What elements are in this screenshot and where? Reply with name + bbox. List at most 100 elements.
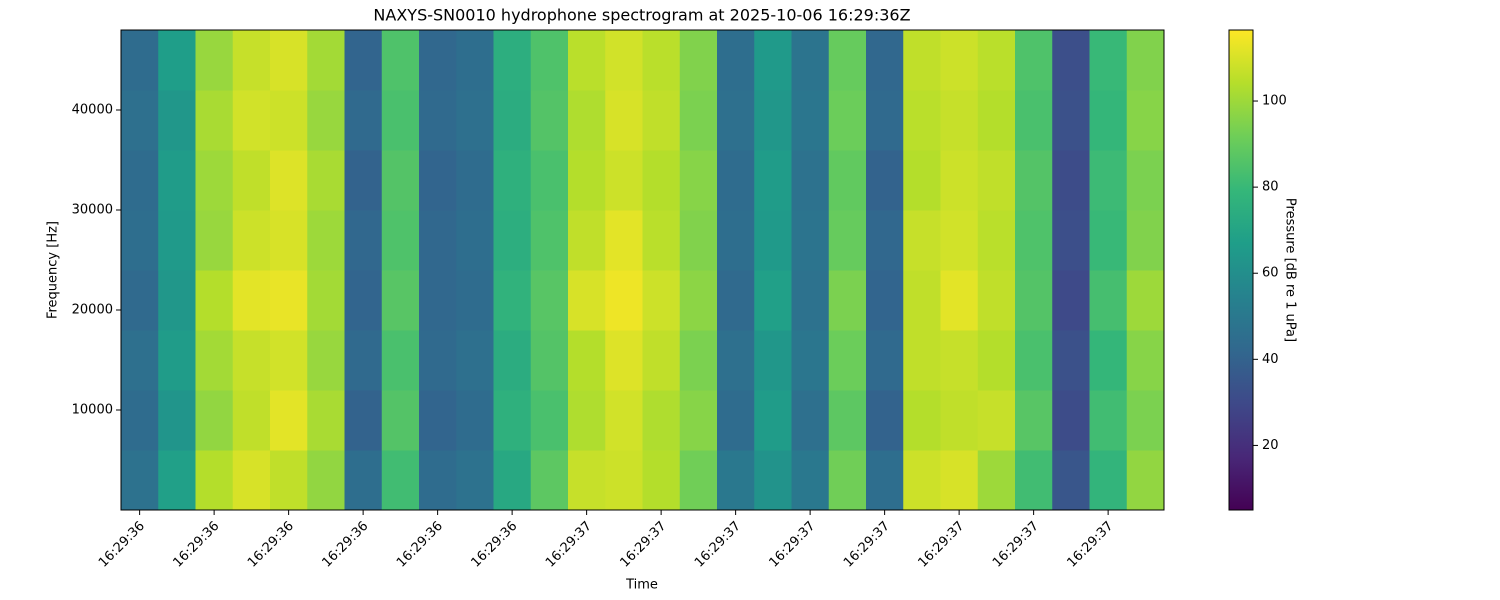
heatmap-cell [605,330,643,391]
heatmap-cell [232,30,271,91]
heatmap-cell [679,150,718,211]
x-tick-label: 16:29:37 [618,519,670,571]
heatmap-cell [866,30,904,91]
heatmap-cell [232,450,271,510]
heatmap-cell [307,270,345,331]
heatmap-cell [344,90,383,151]
heatmap-cell [1052,390,1090,451]
heatmap-cell [977,90,1016,151]
heatmap-cell [381,90,420,151]
heatmap-cell [940,330,979,391]
heatmap-cell [642,270,681,331]
heatmap-cell [866,210,904,271]
heatmap-cell [270,210,308,271]
heatmap-cell [1089,30,1128,91]
heatmap-cell [642,150,681,211]
heatmap-cell [642,330,681,391]
heatmap-cell [232,270,271,331]
heatmap-cell [195,150,234,211]
heatmap-cell [1126,90,1164,151]
heatmap-cell [605,390,643,451]
colorbar-tick-label: 20 [1262,438,1279,453]
heatmap-cell [1015,330,1053,391]
heatmap-cell [866,150,904,211]
x-tick-label: 16:29:37 [767,519,819,571]
heatmap-cell [530,390,569,451]
heatmap-cell [717,30,755,91]
heatmap-cell [419,30,457,91]
heatmap-cell [1089,90,1128,151]
heatmap-cell [344,210,383,271]
heatmap-cell [568,30,606,91]
heatmap-cell [270,450,308,510]
heatmap-cell [121,450,159,510]
heatmap-cell [381,210,420,271]
heatmap-cell [344,150,383,211]
heatmap-cell [1015,390,1053,451]
heatmap-cell [121,150,159,211]
heatmap-cell [754,270,792,331]
heatmap-cell [493,30,532,91]
heatmap-cell [1052,150,1090,211]
heatmap-cell [605,450,643,510]
heatmap-cell [307,30,345,91]
chart-title: NAXYS-SN0010 hydrophone spectrogram at 2… [373,6,910,25]
heatmap-cell [121,30,159,91]
heatmap-cell [307,210,345,271]
heatmap-cell [493,150,532,211]
heatmap-cell [828,90,867,151]
heatmap-cell [1015,450,1053,510]
heatmap-cell [1052,90,1090,151]
heatmap-cell [754,150,792,211]
heatmap-cell [717,390,755,451]
heatmap-cell [791,450,830,510]
heatmap-cell [1015,90,1053,151]
heatmap-cell [493,90,532,151]
heatmap-cell [1126,390,1164,451]
heatmap-cell [1126,150,1164,211]
heatmap-cell [344,330,383,391]
heatmap-cell [679,30,718,91]
heatmap-cell [530,450,569,510]
heatmap-cell [568,270,606,331]
heatmap-cell [419,330,457,391]
heatmap-cell [1052,330,1090,391]
heatmap-cell [530,150,569,211]
heatmap-cell [1015,270,1053,331]
heatmap-cell [1052,30,1090,91]
heatmap-cell [419,390,457,451]
heatmap-cell [232,210,271,271]
colorbar-tick-label: 40 [1262,352,1279,367]
heatmap-cell [754,30,792,91]
colorbar-label: Pressure [dB re 1 uPa] [1283,198,1298,342]
heatmap-cell [1089,450,1128,510]
heatmap-cell [307,450,345,510]
heatmap-cell [493,210,532,271]
heatmap-cell [642,90,681,151]
heatmap-cell [605,90,643,151]
heatmap [121,30,1164,510]
heatmap-cell [866,450,904,510]
heatmap-cell [195,30,234,91]
heatmap-cell [1089,210,1128,271]
heatmap-cell [344,30,383,91]
heatmap-cell [791,210,830,271]
heatmap-cell [940,270,979,331]
heatmap-cell [679,270,718,331]
heatmap-cell [419,90,457,151]
heatmap-cell [493,390,532,451]
heatmap-cell [717,210,755,271]
y-tick-label: 40000 [72,103,113,118]
heatmap-cell [158,210,196,271]
heatmap-cell [1089,330,1128,391]
heatmap-cell [419,270,457,331]
heatmap-cell [568,450,606,510]
heatmap-cell [232,390,271,451]
heatmap-cell [1089,150,1128,211]
heatmap-cell [456,150,494,211]
heatmap-cell [456,330,494,391]
heatmap-cell [270,150,308,211]
heatmap-cell [158,330,196,391]
plot-frame [120,29,1165,511]
heatmap-cell [717,270,755,331]
